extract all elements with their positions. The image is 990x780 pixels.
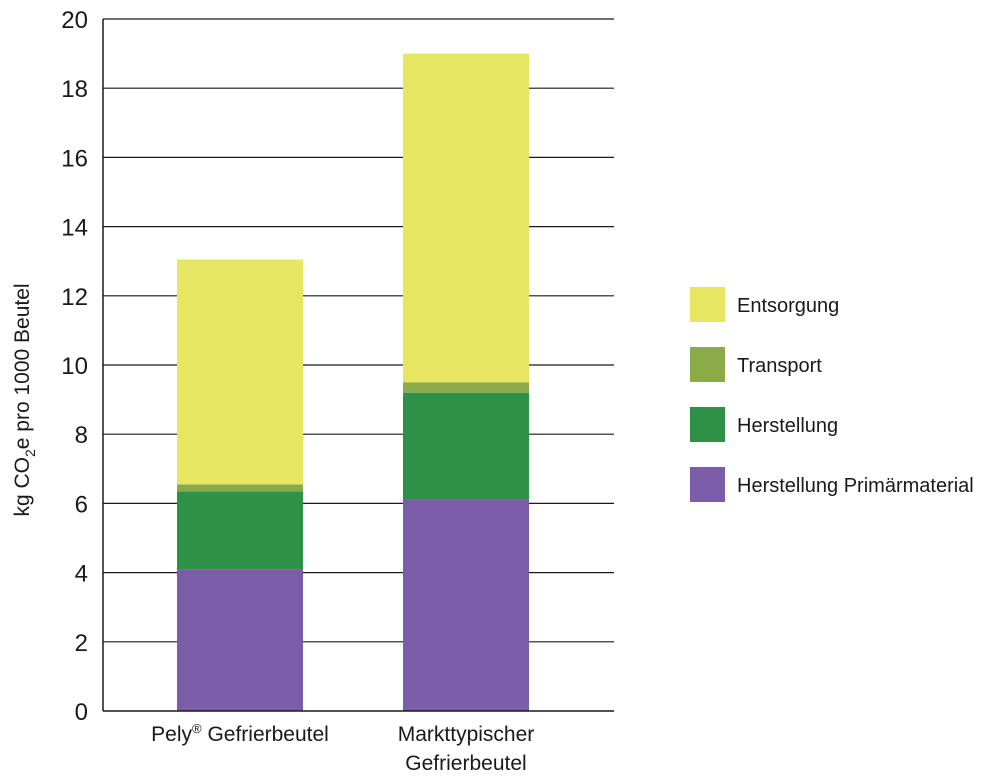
y-tick-label: 16 (61, 145, 88, 172)
bar-segment (177, 491, 303, 570)
legend-swatch (690, 407, 725, 442)
x-category-label: Pely® Gefrierbeutel (151, 721, 329, 746)
legend-label: Transport (737, 355, 822, 377)
bar-segment (403, 382, 529, 393)
legend-label: Entsorgung (737, 295, 839, 317)
legend-swatch (690, 347, 725, 382)
y-tick-label: 2 (75, 630, 88, 657)
y-tick-label: 20 (61, 7, 88, 34)
y-axis-label: kg CO2e pro 1000 Beutel (11, 283, 38, 516)
y-tick-labels: 0 2 4 6 8 10 12 14 16 18 20 (61, 7, 88, 726)
y-tick-label: 8 (75, 422, 88, 449)
x-category-label: Gefrierbeutel (405, 752, 526, 775)
bar-segment (177, 259, 303, 485)
y-axis-label-part-2: e pro 1000 Beutel (11, 283, 34, 449)
x-category-label: Markttypischer (398, 723, 535, 746)
y-axis-label-part-1: kg CO (11, 457, 34, 517)
y-tick-label: 10 (61, 353, 88, 380)
legend-label: Herstellung Primärmaterial (737, 475, 974, 497)
legend: Entsorgung Transport Herstellung Herstellun… (690, 287, 974, 502)
y-tick-label: 0 (75, 699, 88, 726)
x-category-labels: Pely® Gefrierbeutel Markttypischer Gefrier… (151, 721, 534, 775)
y-tick-label: 14 (61, 215, 88, 242)
legend-swatch (690, 467, 725, 502)
y-tick-label: 4 (75, 561, 88, 588)
y-tick-label: 18 (61, 76, 88, 103)
legend-label: Herstellung (737, 415, 838, 437)
bar-segment (403, 392, 529, 500)
bar-segment (403, 499, 529, 711)
bar-segment (177, 484, 303, 492)
axes (102, 19, 614, 712)
bars (177, 53, 529, 711)
y-tick-label: 12 (61, 284, 88, 311)
legend-swatch (690, 287, 725, 322)
bar-segment (403, 53, 529, 383)
y-axis-label-subscript: 2 (22, 449, 38, 457)
bar-segment (177, 569, 303, 711)
y-tick-label: 6 (75, 491, 88, 518)
